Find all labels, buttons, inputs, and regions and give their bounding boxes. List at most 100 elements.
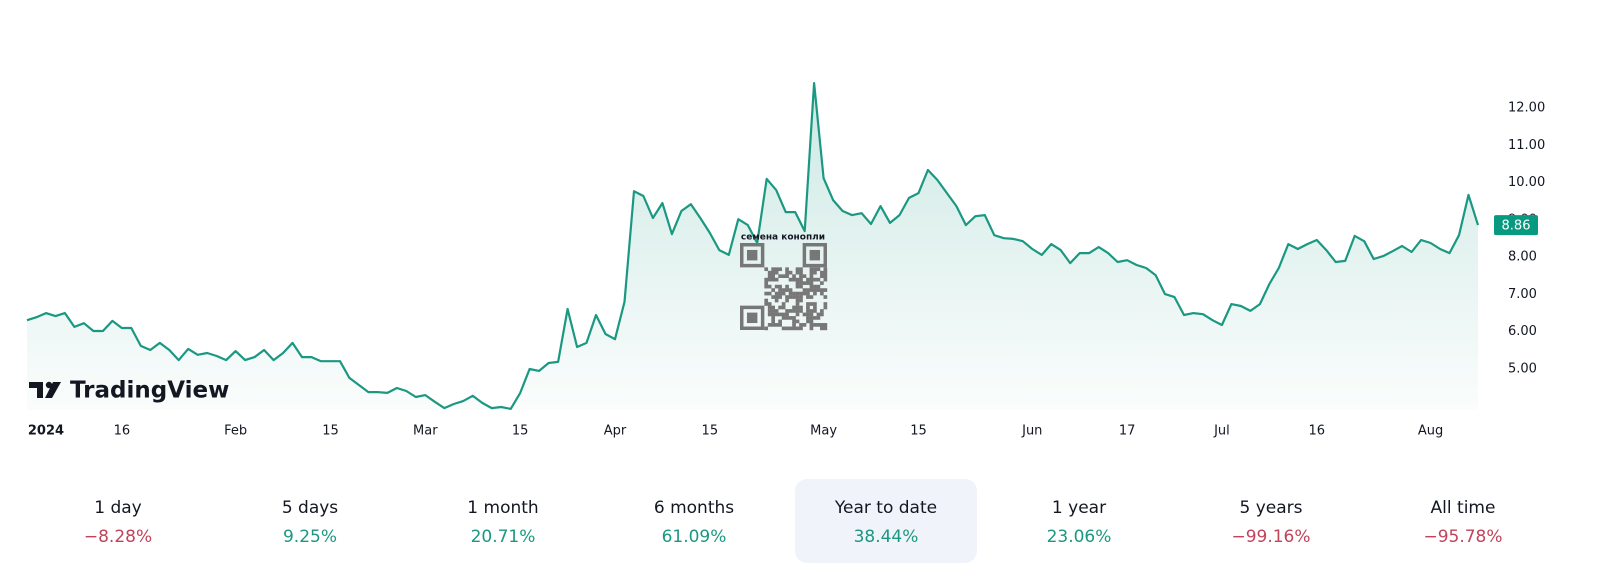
qr-cell bbox=[788, 288, 793, 292]
qr-cell bbox=[778, 274, 782, 278]
qr-cell bbox=[799, 305, 803, 310]
period-label[interactable]: 5 days bbox=[282, 498, 338, 518]
qr-cell bbox=[785, 316, 789, 320]
qr-cell bbox=[813, 270, 817, 275]
qr-cell bbox=[792, 274, 796, 278]
period-label[interactable]: All time bbox=[1431, 498, 1496, 518]
y-tick-label: 7.00 bbox=[1508, 287, 1537, 302]
qr-cell bbox=[785, 295, 789, 299]
qr-cell bbox=[816, 312, 821, 317]
qr-cell bbox=[813, 316, 817, 320]
qr-cell bbox=[771, 309, 775, 313]
qr-cell bbox=[792, 305, 796, 310]
x-tick-label: 15 bbox=[322, 424, 339, 439]
qr-cell bbox=[809, 316, 814, 320]
period-label[interactable]: 5 years bbox=[1239, 498, 1302, 518]
qr-cell bbox=[823, 277, 828, 282]
x-tick-label: Apr bbox=[604, 424, 627, 439]
qr-cell bbox=[823, 274, 828, 278]
qr-cell bbox=[799, 270, 803, 275]
period-label[interactable]: 1 month bbox=[467, 498, 538, 518]
x-tick-label: May bbox=[810, 424, 837, 439]
qr-cell bbox=[809, 326, 814, 331]
qr-cell bbox=[792, 291, 796, 296]
qr-cell bbox=[806, 316, 810, 320]
qr-cell bbox=[774, 295, 779, 299]
period-label[interactable]: Year to date bbox=[834, 498, 937, 518]
price-badge-label: 8.86 bbox=[1502, 219, 1531, 234]
x-tick-label: Mar bbox=[413, 424, 438, 439]
qr-cell bbox=[767, 277, 772, 282]
qr-cell bbox=[792, 295, 796, 299]
qr-cell bbox=[785, 284, 789, 289]
qr-cell bbox=[799, 291, 803, 296]
overlay-text: семена конопли bbox=[741, 233, 825, 243]
qr-cell bbox=[764, 291, 769, 296]
qr-cell bbox=[813, 288, 817, 292]
x-tick-label: 15 bbox=[512, 424, 529, 439]
qr-cell bbox=[792, 316, 796, 320]
period-label[interactable]: 6 months bbox=[654, 498, 734, 518]
qr-cell bbox=[823, 326, 828, 331]
qr-cell bbox=[799, 309, 803, 313]
qr-cell bbox=[774, 270, 779, 275]
qr-cell bbox=[778, 312, 782, 317]
qr-cell bbox=[788, 309, 793, 313]
qr-cell bbox=[820, 291, 824, 296]
qr-cell bbox=[802, 312, 807, 317]
qr-cell bbox=[799, 281, 803, 285]
qr-cell bbox=[795, 326, 800, 331]
qr-cell bbox=[795, 319, 800, 324]
qr-cell bbox=[795, 305, 800, 310]
qr-cell bbox=[809, 295, 814, 299]
qr-cell bbox=[809, 319, 814, 324]
qr-cell bbox=[774, 323, 779, 327]
qr-cell bbox=[823, 267, 828, 272]
period-change: 38.44% bbox=[854, 527, 919, 547]
qr-cell bbox=[785, 288, 789, 292]
qr-cell bbox=[785, 274, 789, 278]
qr-cell bbox=[771, 323, 775, 327]
qr-cell bbox=[795, 302, 800, 306]
period-label[interactable]: 1 day bbox=[94, 498, 142, 518]
qr-cell bbox=[788, 291, 793, 296]
x-tick-label: 16 bbox=[1309, 424, 1326, 439]
qr-cell bbox=[795, 295, 800, 299]
qr-cell bbox=[820, 326, 824, 331]
qr-cell bbox=[795, 277, 800, 282]
period-label[interactable]: 1 year bbox=[1052, 498, 1106, 518]
qr-cell bbox=[799, 295, 803, 299]
qr-cell bbox=[813, 284, 817, 289]
qr-cell bbox=[781, 326, 786, 331]
qr-cell bbox=[792, 277, 796, 282]
qr-cell bbox=[767, 270, 772, 275]
qr-cell bbox=[806, 277, 810, 282]
qr-cell bbox=[823, 288, 828, 292]
qr-cell bbox=[816, 316, 821, 320]
qr-cell bbox=[778, 288, 782, 292]
qr-cell bbox=[799, 323, 803, 327]
qr-cell bbox=[771, 316, 775, 320]
qr-finder bbox=[739, 243, 765, 268]
qr-cell bbox=[771, 319, 775, 324]
x-tick-label: 2024 bbox=[28, 424, 64, 439]
qr-cell bbox=[816, 323, 821, 327]
qr-cell bbox=[813, 302, 817, 306]
watermark: TradingView bbox=[70, 378, 229, 404]
qr-cell bbox=[816, 267, 821, 272]
qr-cell bbox=[764, 284, 769, 289]
qr-cell bbox=[809, 277, 814, 282]
qr-cell bbox=[767, 284, 772, 289]
plot: 5.006.007.008.009.0010.0011.0012.0020241… bbox=[26, 82, 1545, 439]
x-tick-label: 15 bbox=[910, 424, 927, 439]
logo: TradingView bbox=[29, 378, 229, 404]
qr-finder-core bbox=[809, 249, 821, 261]
period-change: 61.09% bbox=[662, 527, 727, 547]
qr-cell bbox=[809, 309, 814, 313]
qr-cell bbox=[816, 288, 821, 292]
qr-cell bbox=[809, 312, 814, 317]
qr-cell bbox=[809, 281, 814, 285]
qr-cell bbox=[788, 270, 793, 275]
qr-cell bbox=[795, 270, 800, 275]
